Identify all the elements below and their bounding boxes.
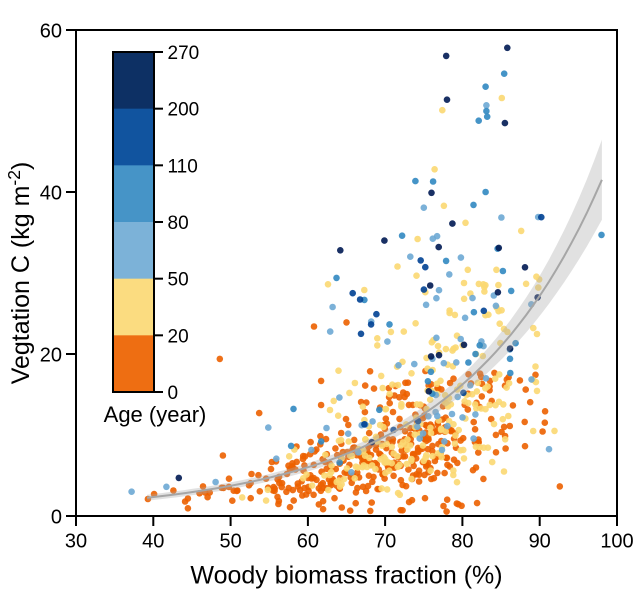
svg-text:Woody biomass fraction (%): Woody biomass fraction (%)	[190, 562, 502, 590]
svg-text:20: 20	[168, 326, 189, 347]
svg-text:200: 200	[168, 100, 200, 121]
svg-text:30: 30	[65, 531, 87, 553]
svg-text:110: 110	[168, 156, 198, 177]
svg-text:50: 50	[168, 270, 189, 291]
svg-text:80: 80	[451, 531, 473, 553]
svg-text:Vegtation C (kg m-2): Vegtation C (kg m-2)	[4, 162, 35, 385]
svg-text:60: 60	[297, 531, 319, 553]
svg-text:20: 20	[40, 345, 62, 367]
svg-text:100: 100	[600, 531, 633, 553]
svg-text:50: 50	[219, 531, 241, 553]
svg-text:40: 40	[142, 531, 164, 553]
svg-text:70: 70	[374, 531, 396, 553]
svg-text:60: 60	[40, 21, 62, 43]
svg-text:270: 270	[168, 43, 200, 64]
svg-text:0: 0	[51, 507, 62, 529]
svg-text:90: 90	[529, 531, 551, 553]
svg-text:80: 80	[168, 213, 189, 234]
svg-text:Age (year): Age (year)	[104, 402, 207, 427]
svg-text:40: 40	[40, 183, 62, 205]
svg-text:0: 0	[168, 383, 179, 404]
